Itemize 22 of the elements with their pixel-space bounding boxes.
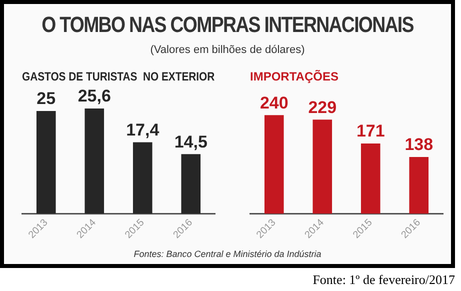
data-label: 25,6: [78, 86, 111, 106]
bar: [360, 143, 380, 214]
bar: [181, 154, 201, 214]
text: Fontes: Banco Central e Ministério da Indústria: [132, 249, 322, 259]
text: O TOMBO NAS COMPRAS INTERNACIONAIS: [40, 12, 414, 38]
data-label: 25: [36, 89, 56, 108]
bar: [36, 110, 56, 214]
data-label: 229: [308, 98, 337, 117]
source-note: Fonte: 1º de fevereiro/2017: [312, 272, 455, 288]
data-label: 171: [356, 122, 385, 141]
data-label: 14,5: [174, 132, 208, 152]
chart-title: GASTOS DE TURISTAS NO EXTERIOR: [22, 70, 215, 84]
bar: [264, 115, 284, 214]
chart-title: IMPORTAÇÕES: [250, 70, 338, 84]
data-label: 138: [404, 135, 434, 154]
bar: [312, 120, 332, 214]
bar: [84, 108, 104, 214]
bar: [409, 157, 429, 214]
data-label: 17,4: [126, 120, 160, 140]
data-label: 240: [260, 93, 288, 112]
text: (Valores em bilhões de dólares): [149, 44, 306, 56]
bar: [132, 142, 152, 214]
